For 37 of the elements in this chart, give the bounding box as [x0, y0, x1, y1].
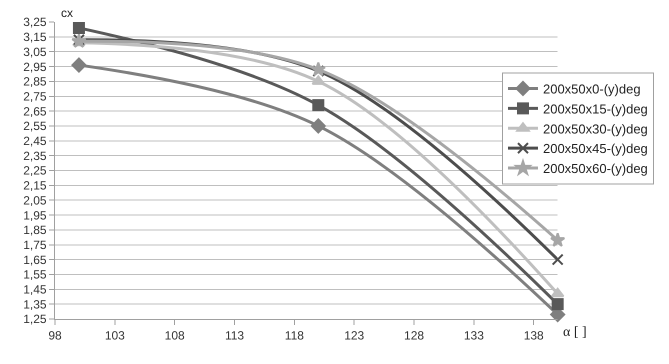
y-tick-label: 1,75 [23, 238, 47, 252]
legend-label: 200x50x60-(y)deg [542, 161, 648, 176]
x-tick-label: 103 [104, 328, 126, 342]
y-tick-label: 1,95 [23, 208, 47, 222]
x-tick-label: 98 [48, 328, 62, 342]
y-tick-label: 2,75 [23, 89, 47, 104]
y-tick-label: 2,25 [23, 164, 47, 178]
y-tick-label: 3,05 [23, 44, 47, 59]
legend-label: 200x50x0-(y)deg [542, 82, 641, 97]
y-tick-label: 2,85 [23, 74, 47, 89]
y-tick-label: 1,65 [23, 252, 47, 267]
y-tick-label: 2,65 [23, 104, 47, 118]
x-tick-label: 123 [344, 328, 365, 342]
x-tick-label: 118 [284, 328, 304, 342]
legend-label: 200x50x30-(y)deg [542, 121, 648, 136]
y-tick-label: 2,15 [23, 178, 47, 193]
x-axis-title: α [ ] [563, 325, 587, 340]
y-tick-label: 2,55 [23, 119, 47, 134]
y-tick-label: 1,85 [23, 223, 47, 238]
x-tick-label: 138 [524, 328, 544, 342]
y-tick-label: 1,55 [23, 268, 47, 282]
y-tick-label: 1,35 [23, 297, 47, 312]
y-tick-label: 3,25 [23, 15, 47, 30]
legend-label: 200x50x15-(y)deg [542, 101, 648, 116]
y-tick-label: 1,25 [23, 312, 47, 326]
x-tick-label: 113 [224, 328, 244, 342]
x-tick-label: 108 [164, 328, 186, 342]
y-tick-label: 2,05 [23, 193, 47, 208]
y-tick-label: 3,15 [23, 30, 47, 44]
x-tick-label: 128 [404, 328, 424, 342]
y-axis-title: cx [61, 6, 73, 20]
y-tick-label: 2,45 [23, 134, 47, 148]
y-tick-label: 1,45 [23, 282, 47, 296]
legend-label: 200x50x45-(y)deg [542, 141, 648, 156]
x-tick-label: 133 [464, 328, 484, 342]
y-tick-label: 2,35 [23, 148, 47, 163]
y-tick-label: 2,95 [23, 60, 47, 74]
